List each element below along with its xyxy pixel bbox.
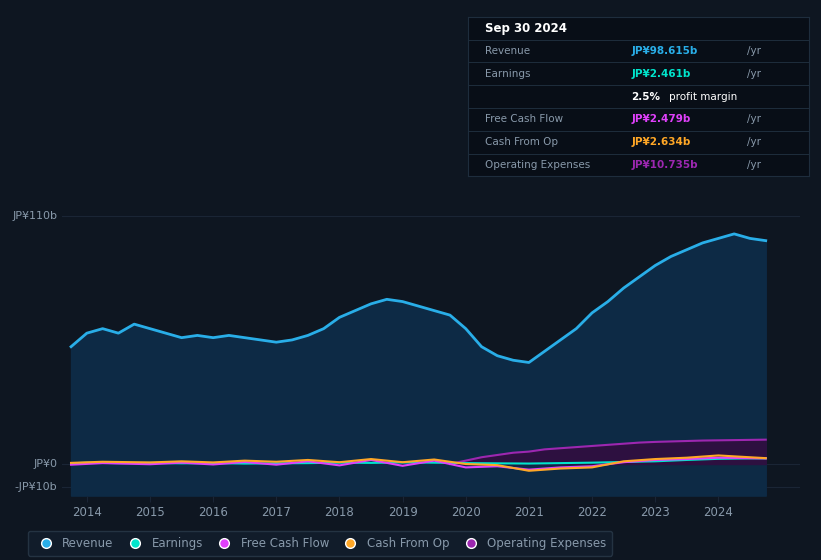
Text: /yr: /yr [747,46,761,56]
Text: 2.5%: 2.5% [631,92,661,101]
Text: JP¥2.461b: JP¥2.461b [631,69,691,79]
Text: JP¥2.479b: JP¥2.479b [631,114,691,124]
Text: /yr: /yr [747,137,761,147]
Text: JP¥10.735b: JP¥10.735b [631,160,698,170]
Text: /yr: /yr [747,114,761,124]
Text: Free Cash Flow: Free Cash Flow [485,114,563,124]
Text: /yr: /yr [747,69,761,79]
Text: JP¥98.615b: JP¥98.615b [631,46,698,56]
Text: Earnings: Earnings [485,69,530,79]
Text: JP¥110b: JP¥110b [12,211,57,221]
Text: JP¥2.634b: JP¥2.634b [631,137,691,147]
Text: -JP¥10b: -JP¥10b [15,482,57,492]
Text: Sep 30 2024: Sep 30 2024 [485,22,567,35]
Text: JP¥0: JP¥0 [34,459,57,469]
Text: /yr: /yr [747,160,761,170]
Text: profit margin: profit margin [669,92,737,101]
Text: Revenue: Revenue [485,46,530,56]
Text: Cash From Op: Cash From Op [485,137,558,147]
Text: Operating Expenses: Operating Expenses [485,160,590,170]
Legend: Revenue, Earnings, Free Cash Flow, Cash From Op, Operating Expenses: Revenue, Earnings, Free Cash Flow, Cash … [28,531,612,556]
